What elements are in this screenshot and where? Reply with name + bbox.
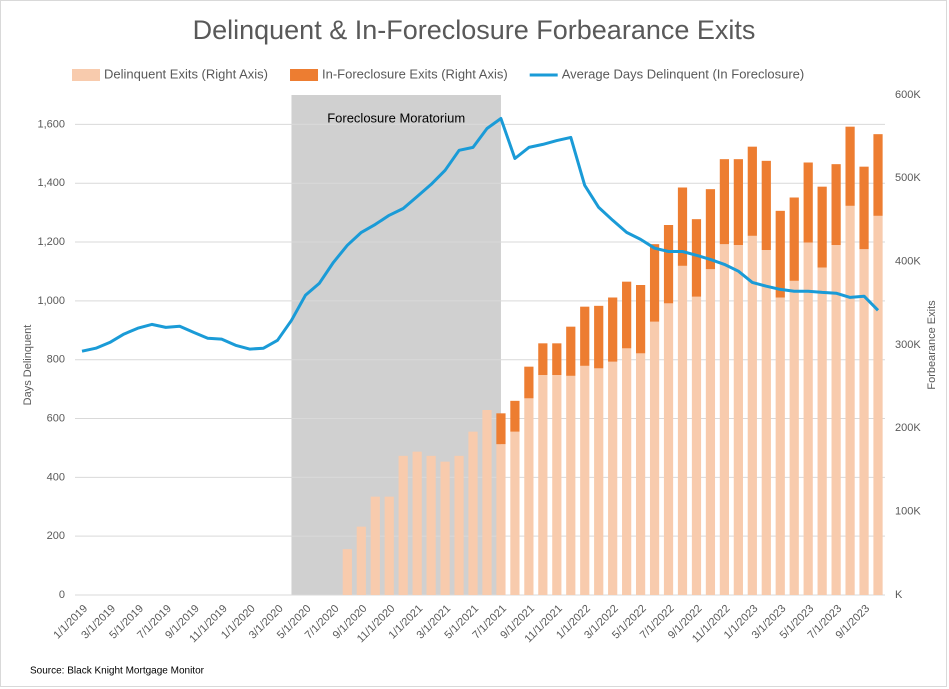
bar (803, 242, 813, 595)
y-tick-label: 1,000 (37, 295, 65, 307)
bar (831, 164, 841, 245)
line (81, 117, 880, 353)
bar (356, 526, 366, 595)
legend-label: In-Foreclosure Exits (Right Axis) (322, 66, 508, 81)
bar (635, 285, 646, 354)
bar (594, 305, 604, 369)
y2-tick-label: 200K (895, 422, 921, 434)
bar (705, 189, 716, 270)
bar (775, 297, 785, 595)
bar (663, 225, 674, 304)
bar (538, 375, 548, 595)
bar (608, 297, 618, 362)
moratorium-region (291, 95, 501, 595)
bar (733, 159, 743, 245)
bar (342, 549, 352, 595)
legend-swatch (72, 69, 100, 81)
bar (649, 321, 660, 595)
bar (622, 281, 632, 349)
bar (370, 496, 380, 595)
y2-tick-label: 300K (895, 339, 921, 351)
y-tick-label: 1,200 (37, 236, 65, 248)
bar (608, 361, 618, 595)
bar (831, 245, 841, 595)
bar (412, 451, 422, 595)
bar (733, 245, 743, 595)
bar (817, 186, 827, 268)
y-axis-title: Days Delinquent (22, 325, 34, 406)
bar (663, 303, 674, 595)
bar (552, 343, 562, 375)
bar (775, 210, 785, 298)
bar (845, 205, 855, 596)
y2-tick-label: K (895, 589, 903, 601)
y-tick-label: 800 (47, 354, 65, 366)
y-tick-label: 200 (47, 530, 65, 542)
bar (566, 375, 576, 595)
bar (845, 126, 855, 206)
bar (566, 326, 576, 376)
bar (524, 398, 534, 595)
y2-tick-label: 500K (895, 172, 921, 184)
y-tick-label: 0 (59, 589, 65, 601)
bar (384, 496, 394, 595)
bar (719, 159, 730, 245)
y-tick-label: 1,600 (37, 118, 65, 130)
y2-axis-title: Forbearance Exits (926, 300, 938, 390)
bar (496, 444, 506, 595)
bar (803, 162, 813, 243)
y-tick-label: 400 (47, 471, 65, 483)
bar (789, 280, 799, 595)
bar (510, 431, 520, 595)
bar (649, 244, 660, 322)
bar (705, 269, 716, 595)
bar (691, 219, 702, 297)
bar (622, 348, 632, 595)
legend-swatch (290, 69, 319, 81)
bar (510, 400, 520, 432)
bar (761, 250, 771, 595)
bar (454, 455, 464, 595)
bar (873, 215, 883, 596)
bar (761, 160, 771, 250)
annotation: Foreclosure Moratorium (327, 110, 465, 125)
y2-tick-label: 400K (895, 256, 921, 268)
bar (817, 267, 827, 595)
bar (538, 343, 548, 375)
legend-label: Delinquent Exits (Right Axis) (104, 66, 268, 81)
bar (398, 455, 408, 595)
y2-tick-label: 600K (895, 89, 921, 101)
bar (552, 375, 562, 595)
bar (594, 368, 604, 595)
source-note: Source: Black Knight Mortgage Monitor (30, 666, 205, 677)
bar (580, 306, 590, 366)
bar (873, 134, 883, 216)
bar (789, 197, 799, 281)
bar (580, 365, 590, 595)
bar (496, 413, 506, 445)
legend-label: Average Days Delinquent (In Foreclosure) (562, 66, 805, 81)
bar (677, 187, 688, 266)
bar (747, 235, 757, 596)
bar (747, 146, 757, 236)
bar (691, 296, 702, 595)
y-tick-label: 600 (47, 412, 65, 424)
bar (677, 265, 688, 595)
bar (468, 431, 478, 595)
chart-title: Delinquent & In-Foreclosure Forbearance … (193, 15, 756, 45)
bar (482, 410, 492, 595)
bar (859, 166, 869, 250)
bar (719, 244, 730, 595)
bar (859, 249, 869, 595)
bar (440, 461, 450, 595)
y2-tick-label: 100K (895, 506, 921, 518)
y-tick-label: 1,400 (37, 177, 65, 189)
bar (426, 455, 436, 595)
bar (635, 353, 646, 595)
bar (524, 366, 534, 399)
